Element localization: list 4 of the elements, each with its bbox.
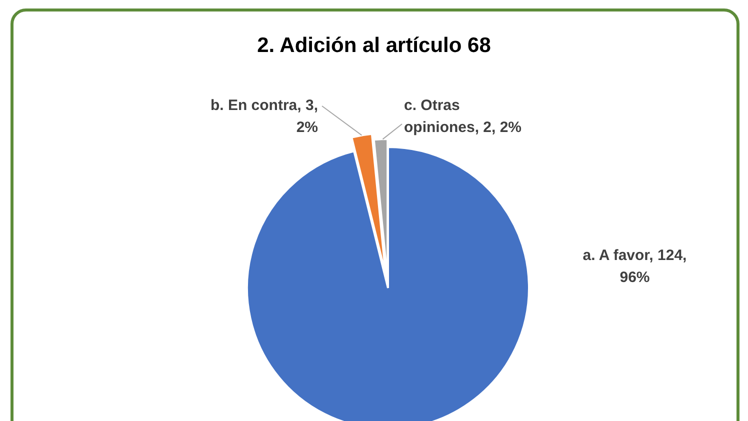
slice-label: a. A favor, 124, 96% bbox=[582, 246, 687, 286]
slice-label: b. En contra, 3, 2% bbox=[210, 97, 318, 136]
chart-title: 2. Adición al artículo 68 bbox=[257, 34, 492, 57]
slice-label: c. Otras opiniones, 2, 2% bbox=[404, 97, 522, 136]
